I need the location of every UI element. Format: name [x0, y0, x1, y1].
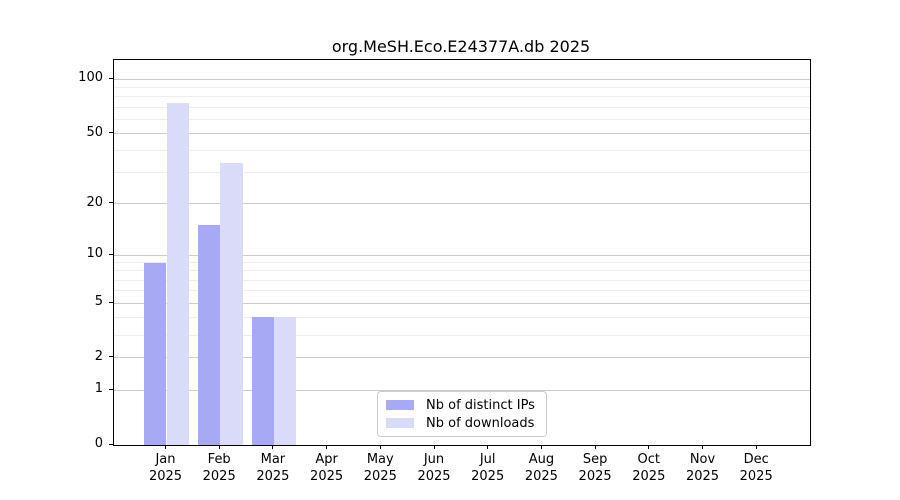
y-tick-label: 50	[86, 124, 103, 140]
x-tick-mark	[540, 445, 542, 449]
x-tick-mark	[648, 445, 650, 449]
bar-downloads	[273, 317, 297, 445]
legend-swatch-downloads-icon	[386, 418, 414, 428]
legend: Nb of distinct IPs Nb of downloads	[377, 391, 547, 437]
legend-item-distinct-ips: Nb of distinct IPs	[386, 398, 546, 413]
x-tick-label: Nov 2025	[685, 452, 720, 484]
minor-gridline	[114, 96, 810, 98]
y-tick-mark	[109, 132, 113, 134]
bar-distinct-ips	[197, 225, 221, 445]
x-tick-mark	[326, 445, 328, 449]
x-tick-label: Jan 2025	[148, 452, 183, 484]
major-gridline	[114, 133, 810, 135]
x-tick-label: Oct 2025	[632, 452, 666, 484]
bar-downloads	[220, 163, 243, 445]
major-gridline	[114, 78, 810, 80]
minor-gridline	[114, 150, 810, 152]
minor-gridline	[114, 87, 810, 89]
minor-gridline	[114, 279, 810, 281]
major-gridline	[114, 203, 810, 205]
x-tick-mark	[165, 445, 166, 449]
y-tick-mark	[109, 77, 113, 79]
y-tick-label: 20	[86, 194, 103, 210]
major-gridline	[114, 254, 810, 256]
x-tick-mark	[594, 445, 596, 449]
bar-distinct-ips	[144, 262, 167, 445]
x-tick-label: Jun 2025	[417, 452, 451, 484]
bar-downloads	[166, 102, 189, 445]
y-tick-label: 2	[94, 348, 103, 364]
major-gridline	[114, 302, 810, 304]
y-tick-mark	[109, 356, 113, 358]
y-tick-mark	[109, 443, 113, 445]
x-tick-mark	[433, 445, 435, 449]
major-gridline	[114, 389, 810, 391]
y-tick-mark	[109, 253, 113, 255]
chart-title: org.MeSH.Eco.E24377A.db 2025	[331, 37, 591, 56]
y-tick-mark	[109, 202, 113, 204]
legend-item-downloads: Nb of downloads	[386, 416, 546, 431]
x-tick-label: Sep 2025	[578, 452, 612, 484]
y-tick-label: 100	[78, 70, 103, 86]
x-tick-mark	[272, 445, 274, 449]
minor-gridline	[114, 106, 810, 108]
minor-gridline	[114, 334, 810, 336]
minor-gridline	[114, 172, 810, 174]
x-tick-mark	[218, 445, 220, 449]
legend-label-downloads: Nb of downloads	[426, 415, 535, 431]
y-tick-mark	[109, 388, 113, 390]
x-tick-label: Feb 2025	[202, 452, 236, 484]
legend-swatch-distinct-ips-icon	[386, 400, 414, 410]
x-tick-mark	[487, 445, 489, 449]
x-tick-mark	[379, 445, 381, 449]
x-tick-label: Dec 2025	[739, 452, 773, 484]
y-tick-label: 0	[94, 436, 103, 451]
x-tick-label: Jul 2025	[471, 452, 505, 484]
x-tick-label: May 2025	[363, 452, 397, 484]
y-tick-mark	[109, 301, 113, 303]
minor-gridline	[114, 118, 810, 120]
minor-gridline	[114, 316, 810, 318]
minor-gridline	[114, 262, 810, 264]
major-gridline	[114, 357, 810, 359]
y-tick-label: 1	[94, 381, 103, 397]
x-tick-mark	[702, 445, 703, 449]
x-tick-label: Aug 2025	[524, 452, 558, 484]
y-tick-label: 10	[86, 246, 103, 262]
plot-area	[113, 59, 811, 446]
bar-distinct-ips	[251, 317, 274, 445]
x-tick-mark	[755, 445, 757, 449]
legend-label-distinct-ips: Nb of distinct IPs	[426, 397, 535, 413]
minor-gridline	[114, 290, 810, 292]
y-tick-label: 5	[94, 294, 103, 310]
minor-gridline	[114, 270, 810, 272]
x-tick-label: Mar 2025	[256, 452, 290, 484]
x-tick-label: Apr 2025	[310, 452, 344, 484]
